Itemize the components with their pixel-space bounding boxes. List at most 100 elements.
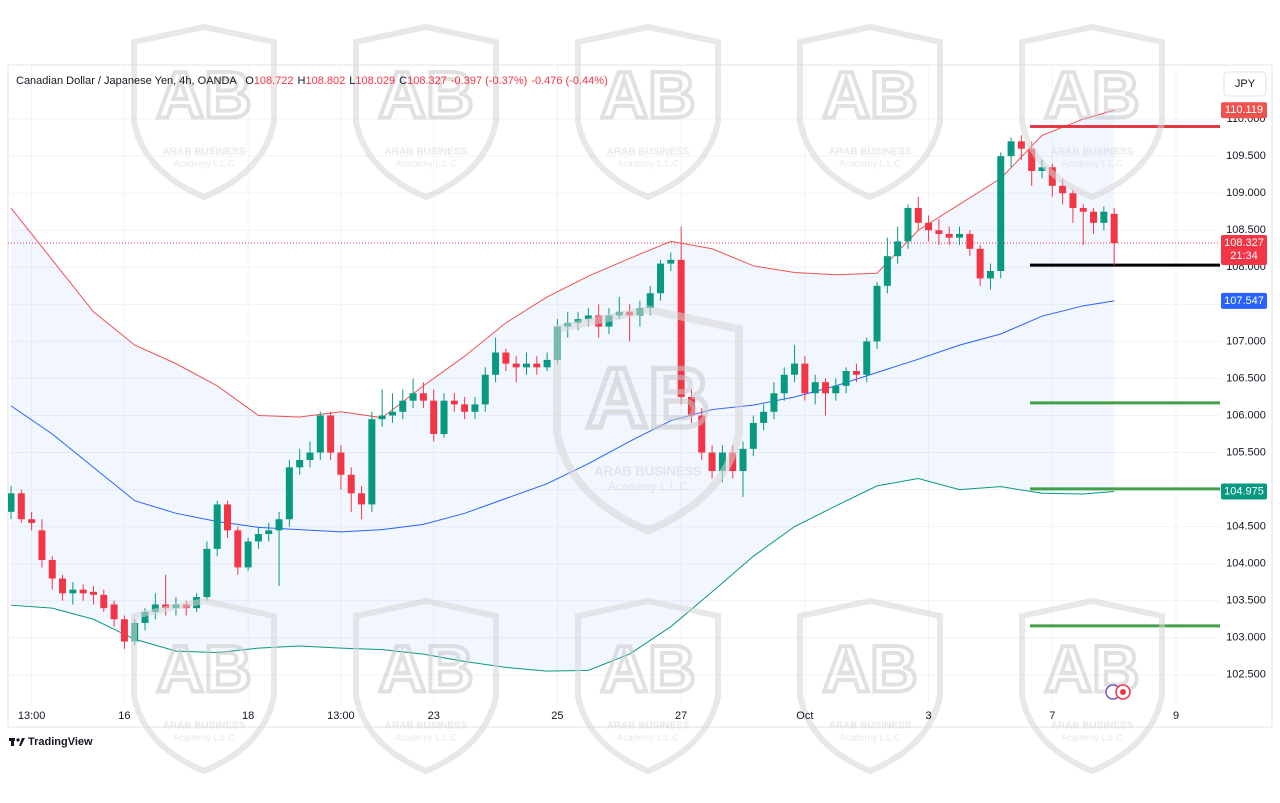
candle-body [925,222,933,231]
candle-body [399,400,407,412]
candle-body [151,604,159,612]
watermark-sub: Academy L.L.C [839,158,901,168]
watermark-name: ARAB BUSINESS [163,147,246,158]
candle-body [306,452,314,460]
candle-body [59,578,67,594]
candle-body [481,374,489,405]
candle-body [1028,148,1036,171]
watermark-name: ARAB BUSINESS [607,721,690,732]
band-line [10,300,1115,533]
ohlc-value: 108.029 [355,75,395,87]
watermark-sub: Academy L.L.C [173,158,235,168]
candle-body [760,411,768,423]
watermark-name: ARAB BUSINESS [385,721,468,732]
watermark-name: ARAB BUSINESS [594,463,702,478]
candle-body [327,415,335,453]
candle-body [904,208,912,242]
price-badge-label: 108.327 [1224,237,1264,249]
candle-body [935,230,943,234]
candle-body [110,604,118,620]
candle-body [17,493,25,520]
candle-body [69,589,77,594]
watermark-logo: AB [822,631,917,705]
watermark-sub: Academy L.L.C [608,481,688,494]
candle-body [657,263,665,294]
candle-body [48,559,56,579]
candle-body [1069,193,1077,209]
y-tick-label: 109.500 [1226,150,1266,162]
candle-body [1017,141,1025,149]
y-tick-label: 106.000 [1226,409,1266,421]
y-tick-label: 105.500 [1226,446,1266,458]
candle-body [780,374,788,394]
candle-body [966,233,974,249]
watermark-shield [131,23,277,201]
y-tick-label: 103.000 [1226,632,1266,644]
watermark-sub: Academy L.L.C [395,158,457,168]
candle-body [1090,211,1098,223]
candle-body [821,382,829,394]
candle-body [100,594,108,609]
watermark-name: ARAB BUSINESS [163,721,246,732]
watermark-sub: Academy L.L.C [839,732,901,742]
candle-body [471,404,479,412]
candle-body [120,619,128,642]
candle-body [698,415,706,453]
candle-body [677,259,685,397]
y-tick-label: 104.500 [1226,521,1266,533]
watermark-name: ARAB BUSINESS [1051,721,1134,732]
watermark-logo: AB [378,57,473,131]
watermark-shield [131,597,277,775]
candle-body [956,233,964,238]
candle-body [358,493,366,505]
y-tick-label: 104.000 [1226,558,1266,570]
candle-body [832,385,840,394]
currency-box[interactable] [1223,71,1267,97]
x-tick-label: Oct [796,710,813,722]
y-tick-label: 108.500 [1226,224,1266,236]
candle-body [337,452,345,475]
candle-body [512,363,520,368]
watermark-shield [797,23,943,201]
x-tick-label: 25 [551,710,563,722]
candle-body [667,259,675,264]
candle-body [38,530,46,560]
candle-body [533,363,541,368]
candle-body [770,393,778,412]
candle-body [791,363,799,375]
candle-body [141,611,149,623]
watermark-logo: AB [600,57,695,131]
watermark-shield [1019,23,1165,201]
watermark-sub: Academy L.L.C [1061,732,1123,742]
candle-body [842,371,850,386]
candle-body [450,400,458,405]
candle-body [492,352,500,375]
ohlc-letter: C [399,75,407,87]
candle-body [419,393,427,401]
candle-body [378,415,386,420]
currency: JPY [1235,78,1256,90]
symbol: Canadian Dollar / Japanese Yen, 4h, OAND… [16,75,237,87]
candle-body [976,248,984,279]
candle-body [687,396,695,416]
watermark-logo: AB [600,631,695,705]
candle-body [646,293,654,309]
y-tick-label: 107.000 [1226,335,1266,347]
flag-icons [1105,684,1131,700]
watermark-shield [1019,597,1165,775]
candle-body [89,591,97,595]
x-tick-label: 13:00 [18,710,46,722]
candle-body [28,519,36,523]
watermark-shield [353,23,499,201]
ohlc-letter: L [349,75,355,87]
candle-body [1079,208,1087,212]
candle-body [543,359,551,368]
candle-body [244,541,252,568]
